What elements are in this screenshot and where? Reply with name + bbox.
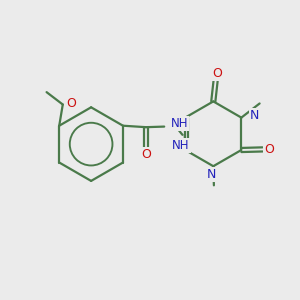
Text: O: O: [212, 67, 222, 80]
Text: N: N: [250, 109, 260, 122]
Text: O: O: [264, 143, 274, 156]
Text: N: N: [207, 168, 217, 181]
Text: NH: NH: [171, 117, 188, 130]
Text: O: O: [141, 148, 151, 161]
Text: NH: NH: [172, 139, 190, 152]
Text: O: O: [66, 97, 76, 110]
